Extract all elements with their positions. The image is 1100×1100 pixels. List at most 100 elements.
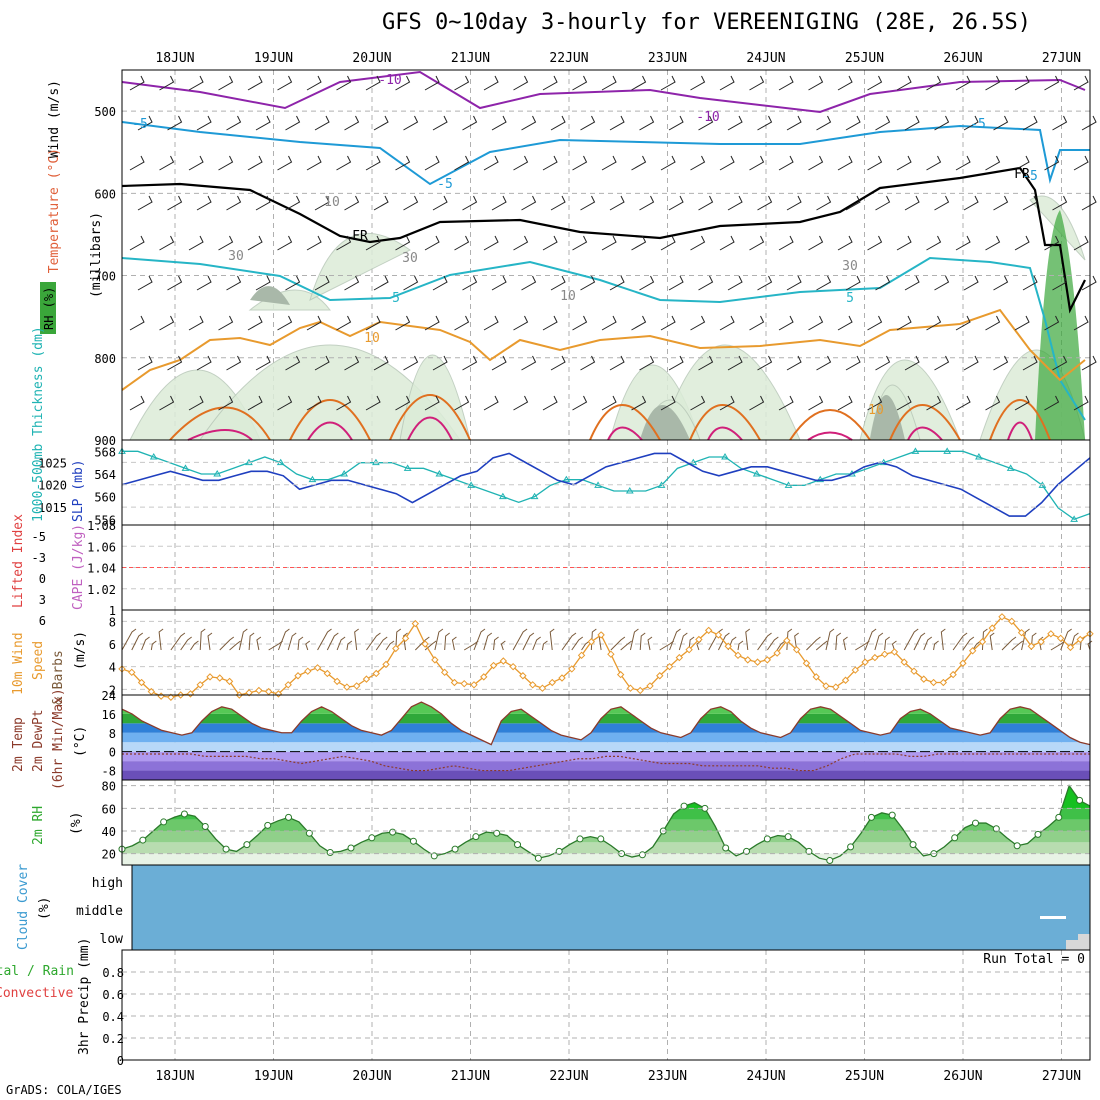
contour-label-5: -5 [1022, 169, 1038, 184]
x-tick-bottom-19JUN: 19JUN [254, 1069, 293, 1084]
x-tick-bottom-23JUN: 23JUN [648, 1069, 687, 1084]
wind-speed-point [137, 678, 146, 687]
rh-point [555, 847, 563, 855]
wind-speed-point [460, 679, 468, 688]
page-title: GFS 0~10day 3-hourly for VEREENIGING (28… [382, 10, 1032, 35]
wind-speed-point [401, 634, 410, 643]
surface-wind-barb [678, 632, 688, 651]
wind-speed-point [431, 656, 439, 664]
upper-wind-barb [513, 75, 529, 91]
upper-wind-barb [424, 75, 440, 91]
surface-wind-barb [532, 636, 541, 651]
panel-label-2m-temp: 2m Temp [11, 717, 26, 772]
wind-speed-point [890, 648, 899, 656]
wind-speed-point [597, 631, 605, 639]
upper-wind-barb [188, 155, 204, 171]
upper-wind-barb [904, 195, 920, 211]
surface-wind-barb [766, 636, 779, 651]
y-tick-cape-1.04: 1.04 [87, 562, 116, 576]
wind-speed-point [988, 624, 996, 632]
rh-point [514, 841, 522, 849]
upper-wind-barb [1022, 275, 1038, 291]
upper-wind-barb [226, 195, 242, 211]
surface-wind-barb [158, 628, 164, 651]
wind-speed-point [1047, 630, 1055, 638]
wind-speed-point [763, 656, 772, 664]
panel-label-rh-units: (%) [69, 812, 84, 835]
upper-wind-barb [454, 315, 470, 331]
surface-wind-barb [717, 632, 730, 651]
thickness-point [975, 453, 983, 460]
wind-speed-point [704, 626, 713, 635]
panel-label-total-rain: Total / Rain [0, 964, 74, 979]
rh-band-4 [122, 785, 1090, 809]
rh-point [493, 829, 501, 837]
wind-speed-point [616, 670, 625, 679]
upper-wind-barb [403, 195, 419, 211]
surface-wind-barb [141, 636, 150, 651]
wind-speed-point [382, 660, 390, 669]
upper-wind-barb [306, 395, 322, 411]
surface-wind-barb [952, 632, 968, 651]
upper-wind-barb [137, 115, 153, 131]
upper-wind-barb [159, 155, 175, 171]
contour-temp-20-1 [307, 421, 353, 441]
surface-wind-barb [669, 628, 681, 651]
wind-speed-point [871, 653, 879, 662]
surface-wind-barb [277, 628, 290, 651]
upper-wind-barb [129, 75, 145, 91]
upper-wind-barb [719, 395, 735, 411]
wind-speed-point [323, 669, 332, 678]
wind-speed-point [832, 683, 840, 691]
upper-wind-barb [904, 275, 920, 291]
contour-temp-10 [121, 308, 1086, 391]
rh-shade-2 [248, 289, 332, 311]
contour-label-1: -10 [696, 110, 719, 125]
upper-wind-barb [336, 235, 352, 251]
surface-wind-barb [940, 628, 946, 651]
panel-label-lifted-index: Lifted Index [11, 514, 26, 608]
surface-wind-barb [131, 632, 144, 651]
upper-wind-barb [580, 355, 596, 371]
contour-label-9: 10 [868, 403, 884, 418]
upper-wind-barb [934, 275, 950, 291]
rh-point [784, 833, 792, 841]
upper-wind-barb [1044, 395, 1060, 411]
surface-wind-barb [806, 636, 821, 651]
upper-wind-barb [550, 115, 566, 131]
surface-wind-barb [395, 628, 402, 651]
upper-wind-barb [247, 315, 263, 331]
upper-wind-barb [1014, 315, 1030, 331]
surface-wind-barb [326, 632, 339, 651]
wind-speed-point [157, 692, 165, 700]
wind-speed-point [1037, 638, 1045, 646]
upper-wind-barb [837, 395, 853, 411]
upper-wind-barb [521, 115, 537, 131]
upper-wind-barb [1073, 75, 1089, 91]
thickness-point [530, 492, 539, 500]
upper-wind-barb [424, 155, 440, 171]
wind-speed-point [656, 672, 664, 680]
y-tick-upper-air-500: 500 [94, 105, 116, 119]
y-tick-wind-2: 2 [109, 683, 116, 697]
upper-wind-barb [1014, 75, 1030, 91]
upper-wind-barb [668, 195, 684, 211]
upper-wind-barb [778, 155, 794, 171]
surface-wind-barb [305, 640, 311, 651]
upper-wind-barb [1044, 75, 1060, 91]
upper-wind-barb [373, 355, 389, 371]
surface-wind-barb [737, 640, 744, 651]
y-tick-upper-air-600: 600 [94, 187, 116, 201]
contour-temp-5 [121, 256, 1086, 421]
rh-point [534, 854, 542, 862]
contour-label-13: 30 [402, 251, 418, 266]
wind-speed-point [685, 645, 693, 654]
upper-wind-barb [875, 275, 891, 291]
upper-wind-barb [483, 395, 499, 411]
series-2m-temp-line [121, 701, 1091, 746]
upper-wind-barb [491, 275, 507, 291]
upper-wind-barb [491, 195, 507, 211]
legend-rh: RH (%) [42, 287, 56, 330]
rh-point [201, 822, 209, 830]
rh-point [1055, 813, 1063, 821]
